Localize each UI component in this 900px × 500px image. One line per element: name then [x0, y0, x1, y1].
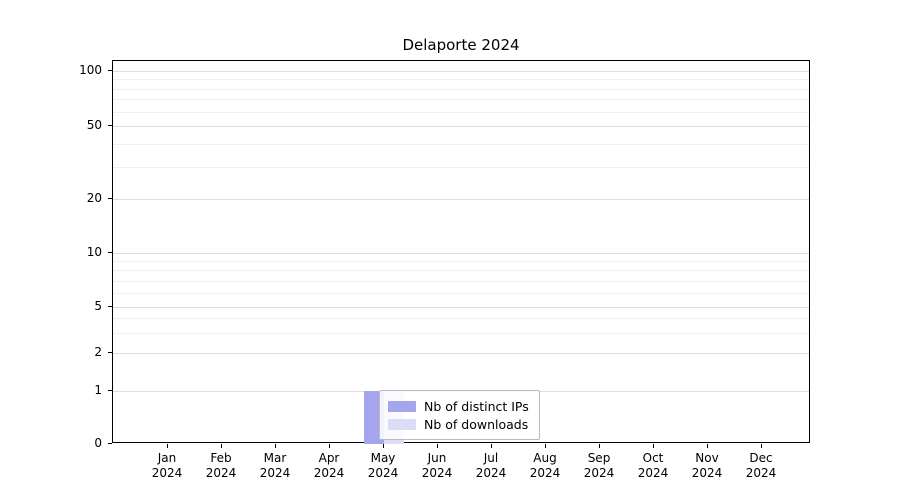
gridline-minor-70 [113, 99, 809, 101]
x-tick-label-may: May 2024 [367, 451, 399, 480]
x-tick-label-jan: Jan 2024 [151, 451, 183, 480]
gridline-minor-9 [113, 261, 809, 263]
gridline-major-2 [113, 353, 809, 354]
legend-entry-1: Nb of downloads [388, 415, 529, 433]
gridline-major-20 [113, 199, 809, 200]
chart-title: Delaporte 2024 [402, 36, 520, 54]
y-tick-label-20: 20 [86, 191, 102, 205]
gridline-minor-40 [113, 143, 809, 145]
y-tick-mark-100 [108, 70, 112, 71]
x-tick-mark-2 [275, 444, 276, 448]
legend-label: Nb of downloads [424, 416, 529, 432]
x-tick-mark-6 [491, 444, 492, 448]
x-tick-label-oct: Oct 2024 [637, 451, 669, 480]
gridline-major-100 [113, 71, 809, 72]
x-tick-mark-5 [437, 444, 438, 448]
x-tick-label-feb: Feb 2024 [205, 451, 237, 480]
x-tick-label-jun: Jun 2024 [421, 451, 453, 480]
gridline-minor-6 [113, 292, 809, 294]
gridline-minor-30 [113, 166, 809, 168]
legend: Nb of distinct IPs Nb of downloads [379, 390, 540, 440]
gridline-minor-80 [113, 88, 809, 90]
y-tick-label-100: 100 [79, 63, 102, 77]
plot-area: Nb of distinct IPs Nb of downloads [112, 60, 810, 444]
y-tick-label-10: 10 [86, 245, 102, 259]
y-tick-label-5: 5 [94, 299, 102, 313]
gridline-minor-60 [113, 111, 809, 113]
legend-swatch-icon [388, 400, 416, 412]
gridline-minor-4 [113, 318, 809, 320]
legend-label: Nb of distinct IPs [424, 398, 529, 414]
x-tick-mark-10 [707, 444, 708, 448]
gridline-major-50 [113, 126, 809, 127]
y-tick-mark-20 [108, 198, 112, 199]
x-tick-mark-1 [221, 444, 222, 448]
x-tick-mark-3 [329, 444, 330, 448]
x-tick-mark-11 [761, 444, 762, 448]
x-tick-label-apr: Apr 2024 [313, 451, 345, 480]
x-tick-mark-4 [383, 444, 384, 448]
y-tick-label-1: 1 [94, 383, 102, 397]
y-tick-label-2: 2 [94, 345, 102, 359]
x-tick-mark-0 [167, 444, 168, 448]
x-tick-label-dec: Dec 2024 [745, 451, 777, 480]
x-tick-mark-8 [599, 444, 600, 448]
y-tick-mark-2 [108, 352, 112, 353]
x-tick-mark-7 [545, 444, 546, 448]
x-tick-mark-9 [653, 444, 654, 448]
gridline-minor-8 [113, 270, 809, 272]
y-tick-mark-50 [108, 125, 112, 126]
x-tick-label-mar: Mar 2024 [259, 451, 291, 480]
y-tick-label-50: 50 [86, 118, 102, 132]
gridline-minor-90 [113, 79, 809, 81]
y-tick-mark-10 [108, 252, 112, 253]
x-tick-label-nov: Nov 2024 [691, 451, 723, 480]
x-tick-label-aug: Aug 2024 [529, 451, 561, 480]
y-tick-mark-5 [108, 306, 112, 307]
x-tick-label-sep: Sep 2024 [583, 451, 615, 480]
gridline-minor-7 [113, 280, 809, 282]
y-tick-label-0: 0 [94, 436, 102, 450]
gridline-major-5 [113, 307, 809, 308]
gridline-minor-3 [113, 332, 809, 334]
legend-entry-0: Nb of distinct IPs [388, 397, 529, 415]
x-tick-label-jul: Jul 2024 [475, 451, 507, 480]
y-tick-mark-0 [108, 443, 112, 444]
legend-swatch-icon [388, 418, 416, 430]
y-tick-mark-1 [108, 390, 112, 391]
gridline-major-10 [113, 253, 809, 254]
